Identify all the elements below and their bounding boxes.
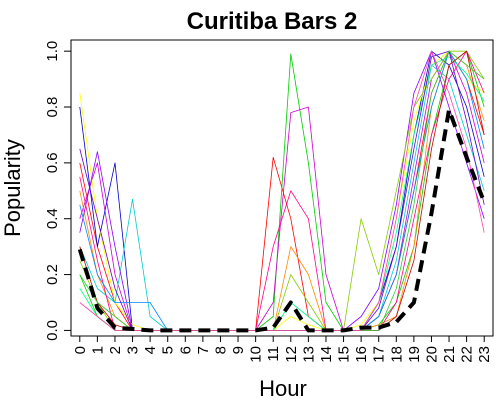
- x-tick-label: 17: [371, 346, 388, 363]
- x-axis-label: Hour: [259, 376, 307, 400]
- y-tick-label: 1.0: [44, 41, 61, 62]
- x-tick-label: 20: [423, 346, 440, 363]
- x-tick-label: 23: [476, 346, 493, 363]
- y-tick-label: 0.6: [44, 152, 61, 173]
- plot-area-frame: [70, 39, 494, 337]
- mean-layer: [77, 107, 487, 333]
- x-tick-label: 11: [265, 346, 282, 362]
- x-tick-label: 15: [336, 346, 353, 363]
- x-tick-label: 1: [89, 346, 106, 354]
- x-tick-label: 16: [353, 346, 370, 363]
- y-tick-label: 0.4: [44, 208, 61, 229]
- x-tick-label: 4: [142, 346, 159, 354]
- series-layer: [79, 50, 485, 331]
- x-tick-label: 9: [230, 346, 247, 354]
- x-tick-label: 18: [388, 346, 405, 363]
- y-tick-label: 0.8: [44, 97, 61, 118]
- x-tick-label: 0: [72, 346, 89, 354]
- chart-title: Curitiba Bars 2: [187, 8, 358, 35]
- x-axis: 0 1 2 3 4 5 6 7 8 9 10 11 12 13 14 15 16 17 18 19 20 21 22 23: [72, 336, 493, 363]
- x-tick-label: 2: [107, 346, 124, 354]
- x-tick-label: 8: [212, 346, 229, 354]
- y-tick-label: 0.2: [44, 264, 61, 285]
- x-tick-label: 13: [300, 346, 317, 363]
- x-tick-label: 10: [248, 346, 265, 363]
- x-tick-label: 5: [160, 346, 177, 354]
- x-tick-label: 12: [283, 346, 300, 363]
- x-tick-label: 14: [318, 346, 335, 363]
- x-tick-label: 7: [195, 346, 212, 354]
- y-axis: 0.0 0.2 0.4 0.6 0.8 1.0: [44, 41, 71, 341]
- mean-series-line: [77, 107, 487, 333]
- x-tick-label: 21: [441, 346, 458, 363]
- y-axis-label: Popularity: [0, 139, 25, 237]
- x-tick-label: 3: [125, 346, 142, 354]
- x-tick-label: 19: [406, 346, 423, 363]
- x-tick-label: 6: [177, 346, 194, 354]
- x-tick-label: 22: [459, 346, 476, 363]
- y-tick-label: 0.0: [44, 320, 61, 341]
